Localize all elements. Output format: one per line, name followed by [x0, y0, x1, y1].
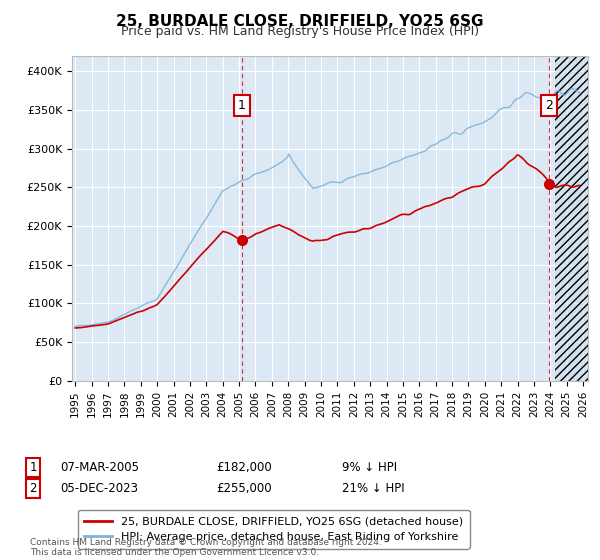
Bar [555, 56, 591, 381]
Text: 25, BURDALE CLOSE, DRIFFIELD, YO25 6SG: 25, BURDALE CLOSE, DRIFFIELD, YO25 6SG [116, 14, 484, 29]
Text: £182,000: £182,000 [216, 461, 272, 474]
Text: Contains HM Land Registry data © Crown copyright and database right 2024.
This d: Contains HM Land Registry data © Crown c… [30, 538, 382, 557]
Text: 07-MAR-2005: 07-MAR-2005 [60, 461, 139, 474]
Text: £255,000: £255,000 [216, 482, 272, 495]
Bar [555, 56, 591, 381]
Legend: 25, BURDALE CLOSE, DRIFFIELD, YO25 6SG (detached house), HPI: Average price, det: 25, BURDALE CLOSE, DRIFFIELD, YO25 6SG (… [77, 510, 470, 549]
Text: 9% ↓ HPI: 9% ↓ HPI [342, 461, 397, 474]
Text: Price paid vs. HM Land Registry's House Price Index (HPI): Price paid vs. HM Land Registry's House … [121, 25, 479, 38]
Text: 2: 2 [29, 482, 37, 495]
Text: 1: 1 [29, 461, 37, 474]
Text: 21% ↓ HPI: 21% ↓ HPI [342, 482, 404, 495]
Text: 05-DEC-2023: 05-DEC-2023 [60, 482, 138, 495]
Text: 2: 2 [545, 99, 553, 112]
Text: 1: 1 [238, 99, 246, 112]
